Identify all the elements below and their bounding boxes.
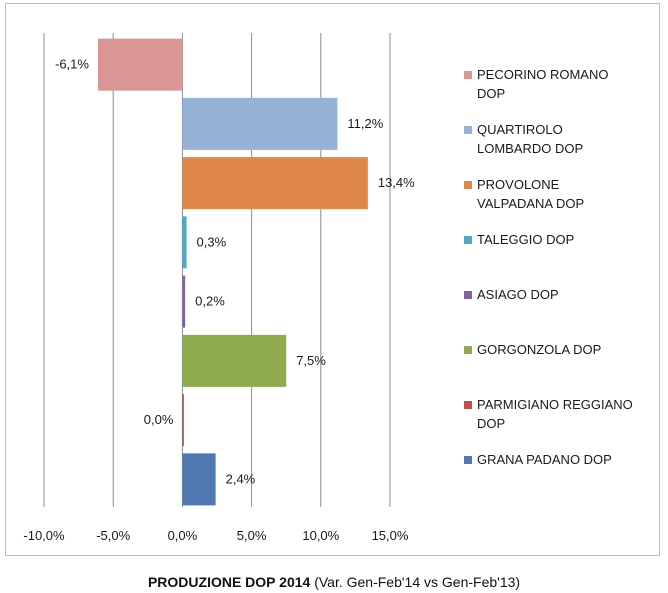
- legend-label: GRANA PADANO DOP: [477, 452, 612, 467]
- legend-label: GORGONZOLA DOP: [477, 342, 601, 357]
- bar-4: [182, 275, 186, 328]
- caption-subtitle: (Var. Gen-Feb'14 vs Gen-Feb'13): [314, 574, 521, 590]
- x-tick-label: 10,0%: [302, 528, 339, 543]
- chart-caption: PRODUZIONE DOP 2014 (Var. Gen-Feb'14 vs …: [0, 574, 668, 590]
- legend-swatch-3: [464, 236, 472, 244]
- x-tick-label: -5,0%: [96, 528, 130, 543]
- x-tick-label: -10,0%: [23, 528, 65, 543]
- legend-label: DOP: [477, 86, 505, 101]
- legend-label: PARMIGIANO REGGIANO: [477, 397, 633, 412]
- bar-2: [182, 157, 368, 210]
- legend-swatch-5: [464, 346, 472, 354]
- bar-5: [182, 334, 287, 387]
- data-label: 0,0%: [144, 412, 174, 427]
- legend-label: VALPADANA DOP: [477, 196, 584, 211]
- data-label: 0,3%: [197, 234, 227, 249]
- bar-0: [97, 38, 183, 91]
- data-label: 2,4%: [226, 471, 256, 486]
- legend-label: LOMBARDO DOP: [477, 141, 583, 156]
- data-label: 7,5%: [296, 353, 326, 368]
- legend-swatch-1: [464, 126, 472, 134]
- data-label: 0,2%: [195, 294, 225, 309]
- chart-frame: [5, 3, 660, 556]
- x-tick-label: 5,0%: [237, 528, 267, 543]
- x-tick-label: 15,0%: [372, 528, 409, 543]
- legend-swatch-7: [464, 456, 472, 464]
- legend-label: ASIAGO DOP: [477, 287, 559, 302]
- x-tick-label: 0,0%: [168, 528, 198, 543]
- bar-chart: -10,0% -5,0% 0,0% 5,0% 10,0% 15,0% -6,1% 11,2% 1…: [23, 33, 633, 543]
- legend-swatch-0: [464, 71, 472, 79]
- data-label: -6,1%: [55, 57, 89, 72]
- data-label: 13,4%: [378, 175, 415, 190]
- legend-swatch-4: [464, 291, 472, 299]
- bar-1: [182, 97, 338, 150]
- legend-label: TALEGGIO DOP: [477, 232, 574, 247]
- legend-label: QUARTIROLO: [477, 122, 563, 137]
- legend-swatch-6: [464, 401, 472, 409]
- bar-7: [182, 453, 216, 506]
- legend-label: PROVOLONE: [477, 177, 560, 192]
- legend-swatch-2: [464, 181, 472, 189]
- data-label: 11,2%: [347, 116, 383, 131]
- legend-label: DOP: [477, 416, 505, 431]
- legend-label: PECORINO ROMANO: [477, 67, 608, 82]
- caption-title: PRODUZIONE DOP 2014: [147, 574, 311, 590]
- bar-3: [182, 216, 187, 269]
- bar-6: [182, 394, 184, 447]
